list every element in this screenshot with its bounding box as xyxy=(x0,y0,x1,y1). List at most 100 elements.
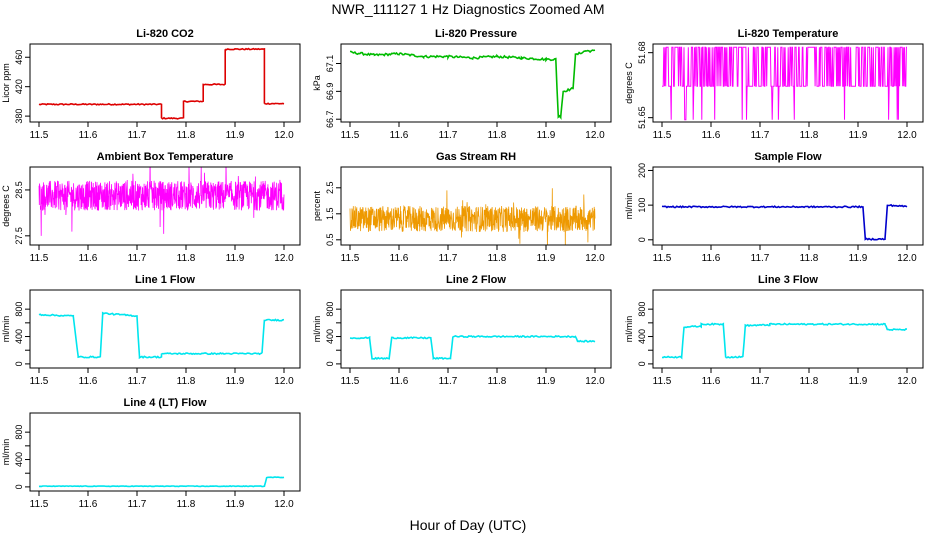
y-tick-label: 0.5 xyxy=(325,234,335,247)
plot-frame xyxy=(29,43,301,123)
chart-panel: Li-820 CO2 Licor ppm 11.5 11.6 11.7 11.8 11.9 1… xyxy=(1,28,301,141)
panel-title: Li-820 Pressure xyxy=(435,28,517,40)
panel-title: Line 1 Flow xyxy=(135,274,195,286)
x-tick-label: 11.5 xyxy=(653,130,672,141)
x-tick-label: 11.6 xyxy=(79,253,98,264)
y-tick-label: 0 xyxy=(637,237,647,242)
y-axis-label: ml/min xyxy=(1,316,11,343)
x-tick-label: 11.8 xyxy=(488,253,507,264)
data-layer xyxy=(661,203,908,241)
x-tick-label: 11.9 xyxy=(226,130,245,141)
x-tick-label: 11.8 xyxy=(800,253,819,264)
x-tick-label: 11.6 xyxy=(702,253,721,264)
y-axis-label: ml/min xyxy=(312,316,322,343)
chart-panel: Ambient Box Temperature degrees C 11.5 11.6… xyxy=(1,151,301,264)
x-tick-label: 11.5 xyxy=(653,253,672,264)
x-tick-label: 11.8 xyxy=(177,499,196,510)
y-tick-label: 800 xyxy=(14,302,24,317)
x-tick-label: 11.7 xyxy=(128,499,147,510)
data-layer xyxy=(38,311,285,360)
x-tick-label: 11.6 xyxy=(390,376,409,387)
plot-frame xyxy=(340,289,612,369)
y-axis-label: ml/min xyxy=(1,439,11,466)
y-tick-label: 51.65 xyxy=(637,106,647,129)
x-tick-label: 11.6 xyxy=(390,253,409,264)
panel-title: Gas Stream RH xyxy=(436,151,516,163)
plot-frame xyxy=(340,43,612,123)
y-tick-label: 800 xyxy=(325,302,335,317)
panel-title: Sample Flow xyxy=(754,151,822,163)
data-layer xyxy=(349,334,596,361)
y-axis-label: Licor ppm xyxy=(1,63,11,103)
x-tick-label: 11.9 xyxy=(226,253,245,264)
x-tick-label: 11.7 xyxy=(439,376,458,387)
series-line xyxy=(349,188,596,245)
y-axis-label: ml/min xyxy=(624,193,634,220)
y-axis-label: degrees C xyxy=(624,62,634,104)
y-tick-label: 380 xyxy=(14,109,24,124)
x-tick-label: 11.8 xyxy=(488,130,507,141)
y-tick-label: 800 xyxy=(637,302,647,317)
x-tick-label: 12.0 xyxy=(274,499,294,510)
x-tick-label: 11.6 xyxy=(79,130,98,141)
chart-panel: Gas Stream RH percent 11.5 11.6 11.7 11.8 11.9… xyxy=(312,151,612,264)
y-tick-label: 51.68 xyxy=(637,41,647,64)
series-line xyxy=(38,311,285,360)
x-tick-label: 11.7 xyxy=(751,130,770,141)
x-tick-label: 11.5 xyxy=(30,376,49,387)
plot-frame xyxy=(29,412,301,492)
series-line xyxy=(38,167,285,236)
x-tick-label: 11.5 xyxy=(653,376,672,387)
y-tick-label: 28.5 xyxy=(14,181,24,199)
y-axis-label: percent xyxy=(312,190,322,221)
y-tick-label: 66.9 xyxy=(325,83,335,101)
data-layer xyxy=(38,47,285,120)
y-tick-label: 0 xyxy=(325,361,335,366)
y-axis-label: kPa xyxy=(312,75,322,91)
x-tick-label: 11.5 xyxy=(341,253,360,264)
x-tick-label: 11.7 xyxy=(439,130,458,141)
plot-frame xyxy=(340,166,612,246)
x-tick-label: 11.5 xyxy=(30,130,49,141)
plot-frame xyxy=(652,289,924,369)
x-tick-label: 11.8 xyxy=(488,376,507,387)
x-tick-label: 11.9 xyxy=(226,499,245,510)
y-tick-label: 27.5 xyxy=(14,227,24,245)
x-tick-label: 11.9 xyxy=(226,376,245,387)
x-tick-label: 11.8 xyxy=(800,376,819,387)
y-tick-label: 1.5 xyxy=(325,208,335,221)
series-line xyxy=(662,46,907,121)
y-tick-label: 400 xyxy=(637,329,647,344)
x-tick-label: 11.8 xyxy=(177,376,196,387)
y-tick-label: 800 xyxy=(14,425,24,440)
x-tick-label: 11.9 xyxy=(537,130,556,141)
x-tick-label: 11.6 xyxy=(79,499,98,510)
x-tick-label: 11.8 xyxy=(177,130,196,141)
series-line xyxy=(661,203,908,241)
chart-panel: Li-820 Pressure kPa 11.5 11.6 11.7 11.8 11.9 12… xyxy=(312,28,612,141)
x-tick-label: 11.9 xyxy=(537,253,556,264)
y-tick-label: 420 xyxy=(14,79,24,94)
plot-frame xyxy=(652,43,924,123)
x-tick-label: 11.5 xyxy=(30,499,49,510)
chart-panel: Line 4 (LT) Flow ml/min 11.5 11.6 11.7 11.8 11… xyxy=(1,397,301,510)
y-tick-label: 100 xyxy=(637,198,647,213)
y-tick-label: 2.5 xyxy=(325,182,335,195)
x-tick-label: 12.0 xyxy=(585,253,605,264)
x-tick-label: 11.7 xyxy=(128,253,147,264)
x-tick-label: 11.6 xyxy=(702,130,721,141)
y-axis-label: ml/min xyxy=(624,316,634,343)
panel-title: Li-820 Temperature xyxy=(738,28,839,40)
x-tick-label: 12.0 xyxy=(585,130,605,141)
y-tick-label: 66.7 xyxy=(325,110,335,128)
data-layer xyxy=(38,476,285,488)
x-tick-label: 12.0 xyxy=(274,376,294,387)
x-tick-label: 11.8 xyxy=(177,253,196,264)
x-tick-label: 12.0 xyxy=(274,130,294,141)
plot-frame xyxy=(29,289,301,369)
data-layer xyxy=(349,49,596,121)
x-tick-label: 11.5 xyxy=(341,130,360,141)
x-tick-label: 11.7 xyxy=(751,376,770,387)
x-tick-label: 11.7 xyxy=(439,253,458,264)
